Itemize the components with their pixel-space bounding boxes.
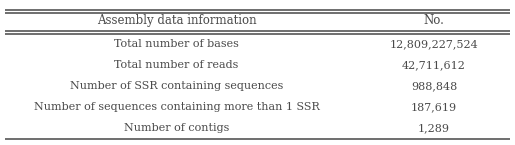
Text: Number of SSR containing sequences: Number of SSR containing sequences [70,81,283,91]
Text: Total number of reads: Total number of reads [114,60,238,70]
Text: 1,289: 1,289 [418,123,450,133]
Text: Number of contigs: Number of contigs [124,123,229,133]
Text: 988,848: 988,848 [411,81,457,91]
Text: Assembly data information: Assembly data information [97,14,256,27]
Text: Number of sequences containing more than 1 SSR: Number of sequences containing more than… [33,102,319,112]
Text: 12,809,227,524: 12,809,227,524 [389,39,478,49]
Text: 187,619: 187,619 [411,102,457,112]
Text: No.: No. [423,14,444,27]
Text: 42,711,612: 42,711,612 [402,60,466,70]
Text: Total number of bases: Total number of bases [114,39,239,49]
